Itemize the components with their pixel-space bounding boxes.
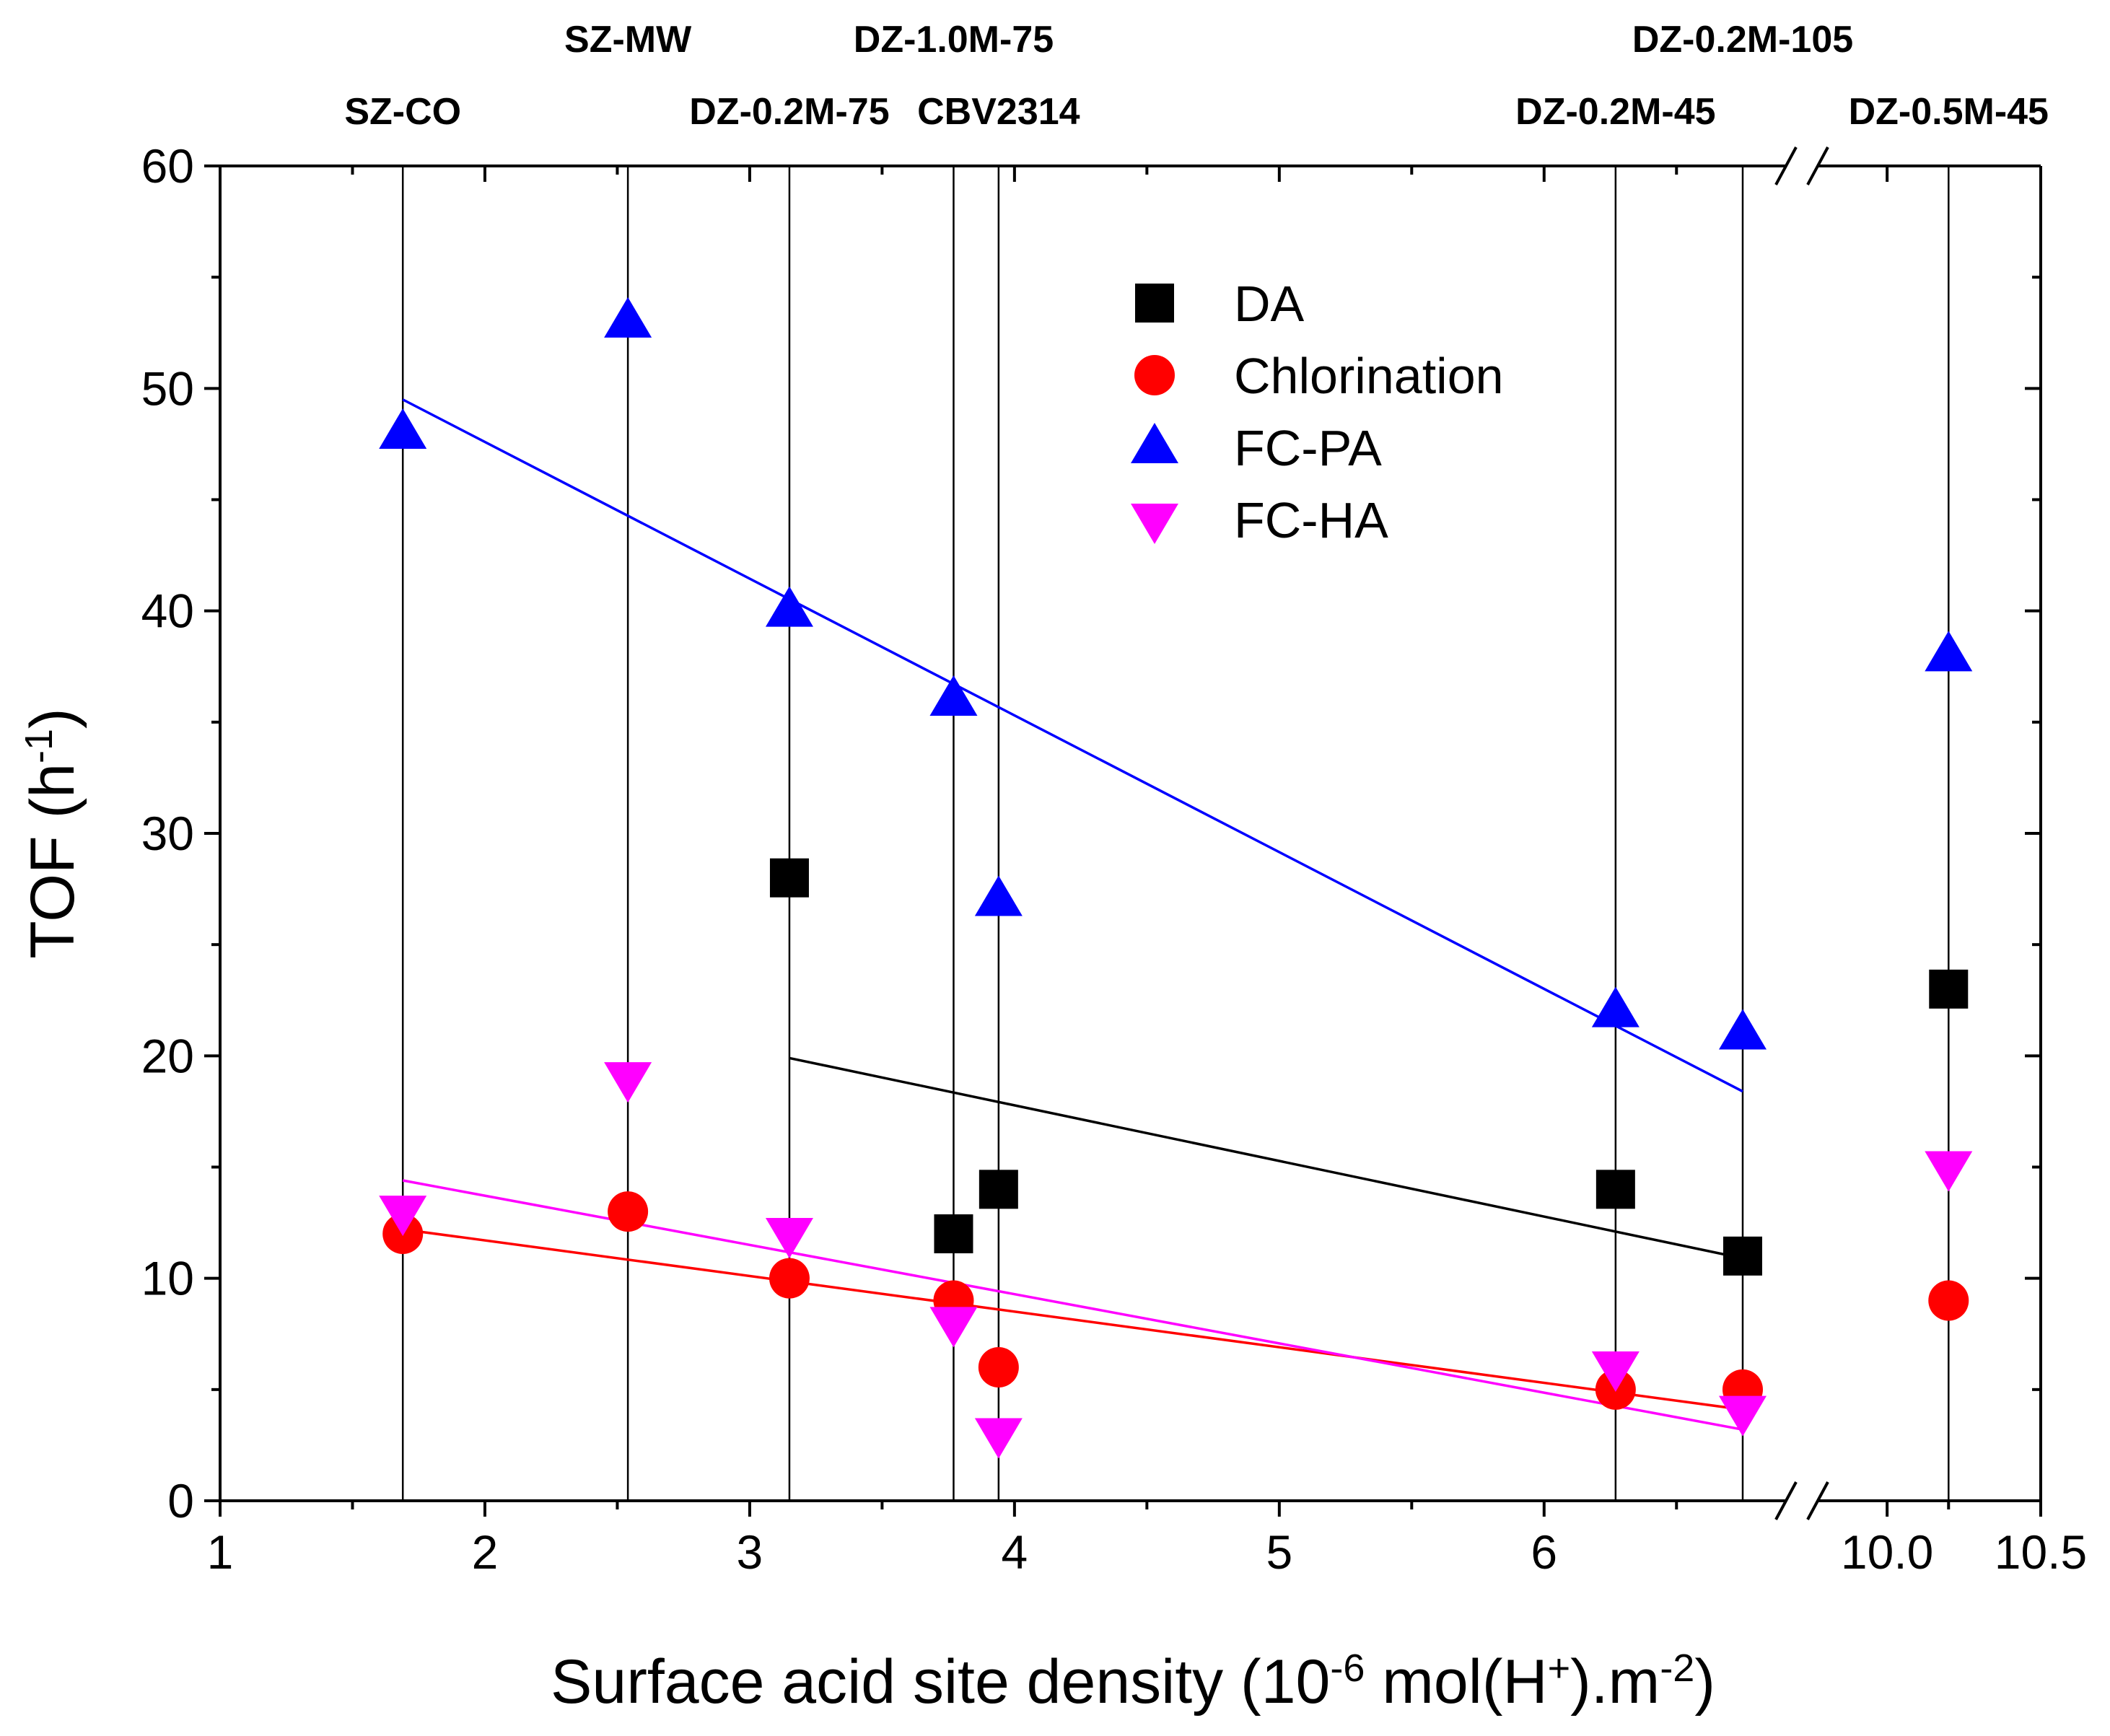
sample-label-cbv2314: CBV2314 [917,91,1080,133]
axis-break-mark-bottom-0 [1774,1481,1798,1520]
x-axis-title: Surface acid site density (10-6 mol(H+).… [551,1647,1715,1717]
ticks: 0 10 20 30 40 50 60 1 2 3 4 5 6 10.0 10.5 [141,139,2088,1579]
x-axis-title-main: Surface acid site density (10 [551,1647,1330,1717]
y-tick-label-30: 30 [141,807,194,860]
point-chlorination-7 [1928,1280,1969,1321]
point-fc-pa-5 [1591,986,1640,1027]
fit-line-fc-pa [402,398,1743,1093]
point-da-0 [769,858,809,898]
sample-label-sz-co: SZ-CO [344,91,461,133]
point-da-5 [1929,969,1969,1009]
x-axis-title-mid: mol(H [1365,1647,1547,1717]
sample-label-dz-0.2m-75: DZ-0.2M-75 [689,91,889,133]
sample-label-dz-0.2m-45: DZ-0.2M-45 [1515,91,1715,133]
point-fc-pa-4 [974,875,1023,916]
y-tick-label-10: 10 [141,1252,194,1305]
y-tick-label-60: 60 [141,139,194,193]
sample-label-dz-1.0m-75: DZ-1.0M-75 [854,19,1054,61]
sample-label-sz-mw: SZ-MW [564,19,692,61]
x-axis-title-close: ) [1694,1647,1715,1717]
legend-label-chlorination: Chlorination [1234,348,1504,404]
point-fc-ha-5 [1591,1351,1640,1392]
y-tick-label-50: 50 [141,361,194,415]
point-fc-pa-1 [604,297,652,338]
point-fc-pa-3 [929,675,978,716]
point-fc-ha-6 [1719,1395,1767,1437]
y-tick-label-0: 0 [167,1474,194,1527]
point-fc-pa-6 [1719,1009,1767,1050]
point-fc-ha-2 [765,1218,813,1258]
axis-break-mark-top-1 [1806,146,1829,185]
legend-label-fc-pa: FC-PA [1234,420,1382,476]
point-fc-ha-3 [929,1307,978,1348]
point-fc-pa-7 [1925,631,1973,672]
point-chlorination-4 [978,1347,1019,1388]
x-tick-label-10.0: 10.0 [1841,1525,1933,1579]
x-axis-title-sup1: -6 [1330,1647,1365,1690]
legend-marker-fc-pa [1131,423,1178,463]
point-da-1 [934,1214,973,1253]
x-tick-label-4: 4 [1002,1525,1028,1579]
y-axis-title-sup: -1 [17,729,61,763]
x-tick-label-5: 5 [1266,1525,1292,1579]
point-fc-pa-0 [379,408,427,449]
point-fc-ha-4 [974,1418,1023,1459]
sample-label-dz-0.5m-45: DZ-0.5M-45 [1849,91,2049,133]
sample-labels: SZ-CO SZ-MW DZ-0.2M-75 DZ-1.0M-75 CBV2314 DZ-… [344,19,2049,133]
point-fc-ha-1 [604,1062,652,1103]
point-fc-ha-7 [1925,1151,1973,1192]
sample-guide-lines [401,166,1950,1501]
legend-marker-da [1135,284,1174,323]
y-tick-label-40: 40 [141,584,194,638]
legend-marker-chlorination [1134,355,1175,395]
legend-marker-fc-ha [1131,504,1178,544]
sample-label-dz-0.2m-105: DZ-0.2M-105 [1632,19,1853,61]
point-fc-ha-0 [379,1196,427,1237]
y-axis-title-close: ) [18,708,87,729]
x-tick-label-2: 2 [472,1525,499,1579]
y-axis-title-main: TOF (h [18,763,87,959]
x-tick-label-10.5: 10.5 [1995,1525,2087,1579]
point-da-2 [979,1170,1018,1209]
y-axis-title: TOF (h-1) [17,708,87,958]
legend: DA Chlorination FC-PA FC-HA [1131,276,1504,548]
x-axis-title-sup3: -2 [1660,1647,1694,1690]
x-axis-title-end: ).m [1570,1647,1660,1717]
legend-label-da: DA [1234,276,1305,332]
x-axis-title-sup2: + [1548,1647,1571,1690]
point-chlorination-1 [608,1191,649,1232]
x-tick-label-3: 3 [737,1525,763,1579]
point-fc-pa-2 [765,586,813,627]
axis-break-mark-top-0 [1774,146,1798,185]
x-tick-label-6: 6 [1531,1525,1557,1579]
fit-line-chlorination [402,1228,1743,1411]
fit-line-da [789,1056,1743,1260]
point-da-3 [1595,1170,1635,1209]
point-da-4 [1723,1236,1762,1276]
legend-label-fc-ha: FC-HA [1234,492,1388,548]
x-tick-label-1: 1 [207,1525,234,1579]
data-markers [379,297,1973,1459]
y-tick-label-20: 20 [141,1029,194,1082]
point-chlorination-2 [769,1258,810,1299]
axis-break-mark-bottom-1 [1806,1481,1829,1520]
